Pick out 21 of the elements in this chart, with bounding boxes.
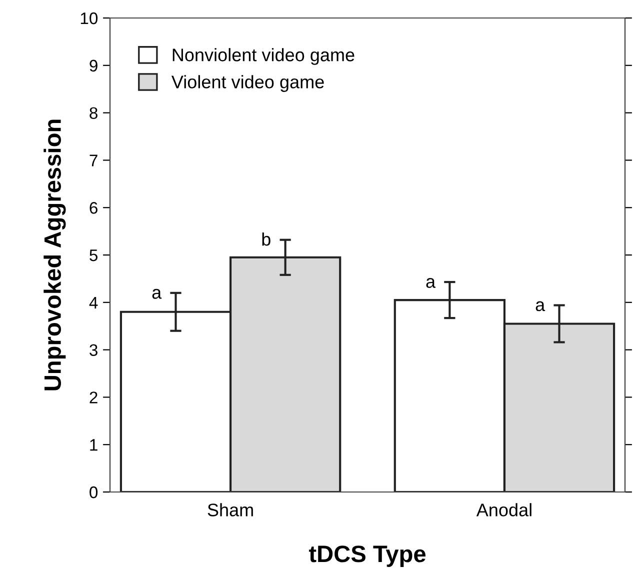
legend-label: Violent video game — [171, 75, 324, 92]
y-tick-label: 9 — [90, 60, 98, 72]
annotation: a — [426, 278, 436, 288]
x-tick-label: Sham — [208, 503, 253, 516]
x-tick-label: Anodal — [476, 503, 532, 516]
y-tick-label: 2 — [90, 392, 98, 404]
y-tick-label: 5 — [90, 250, 98, 262]
y-tick-label: 6 — [90, 202, 98, 214]
y-tick-label: 1 — [90, 439, 98, 451]
y-tick-label: 10 — [80, 12, 98, 24]
annotation: b — [262, 232, 270, 246]
y-tick-label: 8 — [90, 107, 98, 120]
y-tick-label: 4 — [89, 296, 98, 308]
annotation: a — [536, 301, 546, 312]
annotation: a — [152, 288, 162, 299]
y-tick-label: 7 — [90, 154, 98, 166]
legend-label: Nonviolent video game — [172, 48, 354, 65]
y-axis-title: Unprovoked Aggression — [44, 120, 66, 390]
x-axis-title: tDCS Type — [308, 546, 426, 567]
y-tick-label: 0 — [90, 486, 98, 498]
y-tick-label: 3 — [90, 344, 98, 356]
